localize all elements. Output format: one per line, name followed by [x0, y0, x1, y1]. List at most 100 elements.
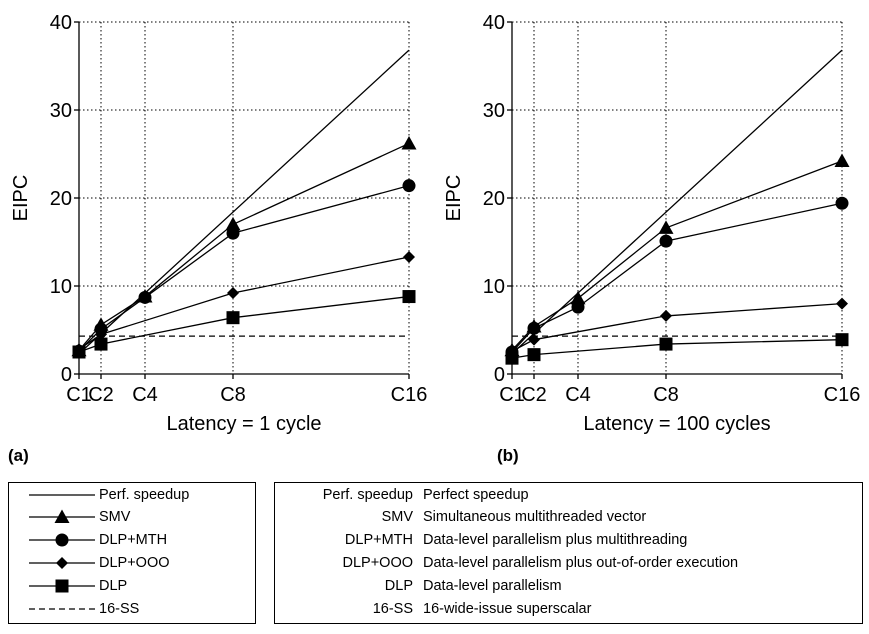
- y-tick-label: 30: [483, 100, 505, 122]
- legend-item: DLP: [9, 577, 255, 595]
- x-axis-label: Latency = 1 cycle: [166, 413, 321, 435]
- data-point-marker: [227, 287, 239, 300]
- x-tick-label: C4: [132, 384, 158, 406]
- definition-text: Perfect speedup: [423, 487, 529, 503]
- y-tick-label: 0: [494, 364, 505, 386]
- definition-abbreviation: DLP+OOO: [342, 555, 413, 571]
- data-point-marker: [528, 333, 540, 346]
- series-line: [511, 202, 843, 353]
- definition-row: DLP+MTH Data-level parallelism plus multi…: [275, 531, 862, 549]
- y-tick-label: 10: [483, 276, 505, 298]
- legend-marker: [55, 579, 69, 593]
- data-point-marker: [95, 328, 107, 341]
- data-point-marker: [527, 348, 541, 362]
- legend-marker: [56, 557, 68, 569]
- series-line: [78, 295, 410, 353]
- definition-abbreviation: DLP: [384, 578, 413, 594]
- x-tick-label: C8: [653, 384, 679, 406]
- data-point-marker: [225, 216, 241, 231]
- series-line: [511, 49, 843, 355]
- series-line: [511, 302, 843, 352]
- definition-row: DLP+OOO Data-level parallelism plus out-o…: [275, 554, 862, 572]
- x-tick-label: C8: [220, 384, 246, 406]
- legend-swatch: [29, 579, 95, 593]
- definition-row: Perf. speedup Perfect speedup: [275, 486, 862, 504]
- y-tick-label: 10: [50, 276, 72, 298]
- series-dlp-ooo: [506, 297, 848, 358]
- definition-abbreviation: Perf. speedup: [322, 487, 413, 503]
- legend-marker: [55, 533, 69, 547]
- x-axis-label: Latency = 100 cycles: [583, 413, 770, 435]
- series-dlp-mth: [505, 196, 849, 359]
- definition-row: DLP Data-level parallelism: [275, 577, 862, 595]
- legend-label: SMV: [99, 509, 131, 525]
- legend-swatch: [29, 557, 95, 569]
- y-tick-label: 20: [483, 188, 505, 210]
- definition-abbreviation: 16-SS: [372, 601, 413, 617]
- series-line: [511, 339, 843, 359]
- definition-abbreviation: SMV: [381, 509, 413, 525]
- y-tick-label: 40: [50, 12, 72, 34]
- legend-marker: [54, 509, 70, 523]
- panel-label-a: (a): [8, 446, 29, 465]
- y-tick-label: 20: [50, 188, 72, 210]
- series-perf-speedup: [511, 49, 843, 355]
- panel-label-b: (b): [497, 446, 519, 465]
- definitions-table: Perf. speedup Perfect speedup SMV Simultane…: [274, 482, 863, 624]
- legend-item: Perf. speedup: [9, 486, 255, 504]
- series-line: [78, 142, 410, 351]
- legend-label: DLP+OOO: [99, 555, 170, 571]
- data-point-marker: [226, 311, 240, 325]
- definition-text: Data-level parallelism plus out-of-order…: [423, 555, 739, 571]
- y-axis-label: EIPC: [10, 175, 32, 222]
- y-tick-label: 40: [483, 12, 505, 34]
- legend-swatch: [29, 509, 95, 523]
- data-point-marker: [835, 333, 849, 347]
- series-smv: [71, 135, 417, 357]
- data-point-marker: [659, 337, 673, 351]
- data-point-marker: [138, 290, 152, 304]
- data-point-marker: [571, 300, 585, 314]
- x-tick-label: C4: [565, 384, 591, 406]
- data-point-marker: [834, 153, 850, 168]
- data-point-marker: [94, 337, 108, 351]
- data-point-marker: [401, 135, 417, 150]
- data-point-marker: [226, 226, 240, 240]
- definition-text: 16-wide-issue superscalar: [423, 601, 592, 617]
- definition-abbreviation: DLP+MTH: [344, 532, 413, 548]
- legend-swatch: [29, 608, 95, 610]
- data-point-marker: [836, 297, 848, 310]
- definition-row: 16-SS 16-wide-issue superscalar: [275, 600, 862, 618]
- series-dlp-ooo: [73, 250, 415, 356]
- data-point-marker: [403, 250, 415, 263]
- grid: [79, 21, 410, 374]
- legend-item: DLP+OOO: [9, 554, 255, 572]
- series-perf-speedup: [78, 49, 410, 355]
- legend-item: 16-SS: [9, 600, 255, 618]
- definition-text: Data-level parallelism plus multithreadi…: [423, 532, 688, 548]
- legend-label: 16-SS: [99, 601, 140, 617]
- data-point-marker: [659, 234, 673, 248]
- legend-label: Perf. speedup: [99, 487, 190, 503]
- x-tick-label: C1: [499, 384, 525, 406]
- legend-item: DLP+MTH: [9, 531, 255, 549]
- data-point-marker: [527, 321, 541, 335]
- data-point-marker: [72, 345, 86, 359]
- series-line: [511, 160, 843, 351]
- data-point-marker: [402, 290, 416, 304]
- x-tick-label: C2: [521, 384, 547, 406]
- data-point-marker: [660, 309, 672, 322]
- definition-text: Data-level parallelism: [423, 578, 562, 594]
- series-line: [78, 256, 410, 350]
- definition-text: Simultaneous multithreaded vector: [423, 509, 647, 525]
- x-tick-label: C16: [391, 384, 428, 406]
- series-line: [78, 49, 410, 355]
- series-dlp-mth: [72, 179, 416, 358]
- x-tick-label: C2: [88, 384, 114, 406]
- data-point-marker: [835, 196, 849, 210]
- definition-row: SMV Simultaneous multithreaded vector: [275, 508, 862, 526]
- legend: Perf. speedup SMV DLP+MTH DLP+OOO DLP 16-SS: [8, 482, 256, 624]
- x-tick-label: C16: [824, 384, 861, 406]
